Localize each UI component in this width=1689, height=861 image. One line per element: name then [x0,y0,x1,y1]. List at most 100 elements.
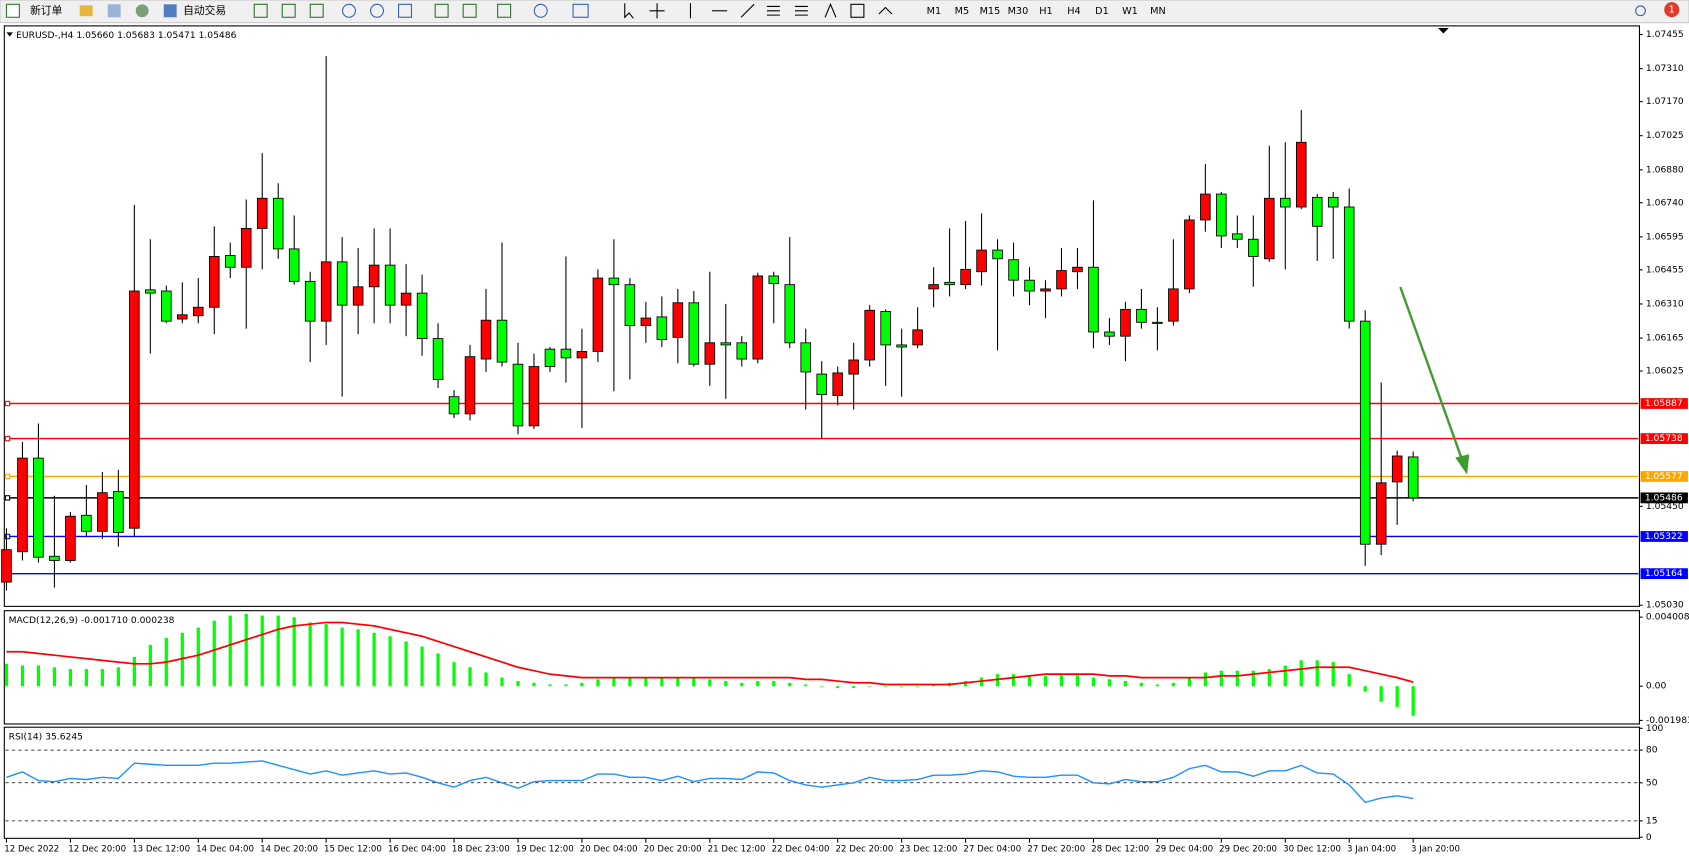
candle-body [512,363,524,427]
timeframe-button[interactable]: M30 [1008,6,1029,17]
level-label: 1.05322 [1645,531,1683,542]
macd-bar [308,622,312,687]
bar-chart-button[interactable] [253,3,268,18]
candle-body [208,255,220,308]
level-label-bg [1640,398,1688,409]
tool-icon[interactable] [79,5,93,17]
shift-button[interactable] [462,3,477,18]
candle-body [320,261,332,322]
macd-bar [1091,677,1096,687]
x-tick-label: 3 Jan 04:00 [1347,845,1396,855]
candle-body [528,366,540,427]
tile-button[interactable] [398,3,413,18]
level-label-bg [1640,531,1688,542]
candle-body [432,338,444,380]
timeframe-button[interactable]: D1 [1095,6,1109,17]
candle-body [1040,288,1051,292]
zoom-in-button[interactable] [342,3,357,18]
macd-bar [1235,670,1239,687]
candle-body [800,342,812,373]
macd-bar [212,620,216,687]
cursor-button[interactable] [624,3,634,19]
x-tick-label: 29 Dec 20:00 [1219,845,1277,855]
candle-body [864,309,875,361]
text-button[interactable] [824,2,837,18]
timeframe-button[interactable]: H1 [1039,6,1052,17]
tool-icon[interactable] [107,4,121,18]
arrows-button[interactable] [878,6,893,15]
candle-body [912,329,923,346]
candle-body [193,306,204,317]
candle-body [976,249,987,273]
candle-body [1088,266,1099,333]
macd-bar [1043,675,1048,687]
pane-menu[interactable] [6,32,13,37]
macd-bar [52,667,57,687]
y-tick-label: 15 [1646,815,1658,826]
candle-body [224,255,236,268]
timeframe-button[interactable]: W1 [1122,6,1138,17]
timeframe-button[interactable]: M5 [955,6,970,17]
auto-trading-button[interactable]: 自动交易 [183,4,226,17]
crosshair-button[interactable] [649,3,665,19]
x-tick-label: 27 Dec 20:00 [1027,845,1085,855]
new-order-icon[interactable] [5,3,20,18]
trendline-button[interactable] [740,3,755,18]
timeframe-button[interactable]: MN [1150,6,1166,17]
timeframe-button[interactable]: M1 [927,6,942,17]
macd-bar [660,677,664,687]
x-tick-label: 13 Dec 12:00 [132,845,190,855]
candle-body [1072,266,1083,273]
macd-bar [468,667,472,687]
x-tick-label: 20 Dec 20:00 [644,845,702,855]
macd-bar [916,686,920,687]
candle-chart-button[interactable] [281,3,296,18]
level-label: 1.05486 [1645,492,1683,503]
autoscroll-button[interactable] [434,3,449,18]
macd-bar [628,677,632,687]
candle-body [608,277,620,286]
candle-body [944,281,955,286]
periods-button[interactable] [533,3,548,18]
candle-body [81,514,92,532]
candle-body [17,457,28,553]
y-tick-label: 1.06880 [1646,164,1684,175]
search-button[interactable] [1635,5,1646,17]
x-tick-label: 21 Dec 12:00 [708,845,766,855]
macd-bar [324,624,328,687]
candle-body [704,342,716,365]
candle-body [336,261,348,306]
x-tick-label: 28 Dec 12:00 [1091,845,1149,855]
candle-body [480,319,492,360]
templates-button[interactable] [572,3,589,18]
candle-body [1216,193,1227,237]
candle-body [384,264,396,306]
macd-bar [1139,682,1144,687]
new-order-button[interactable]: 新订单 [30,4,63,17]
level-anchor [4,435,11,442]
timeframe-button[interactable]: M15 [980,6,1001,17]
candle-body [1407,456,1419,499]
timeframe-button[interactable]: H4 [1067,6,1080,17]
level-label: 1.05887 [1645,398,1683,409]
line-chart-button[interactable] [309,3,324,18]
x-tick-label: 23 Dec 12:00 [899,845,957,855]
zoom-out-button[interactable] [370,3,385,18]
candle-body [1343,206,1355,322]
macd-bar [1267,668,1271,687]
auto-trading-icon[interactable] [163,4,177,18]
label-button[interactable] [850,3,865,18]
candle-body [592,277,604,352]
tool-icon[interactable] [135,4,149,18]
toolbar-bg [0,0,1689,24]
fibo-button[interactable] [794,5,808,16]
candle-body [688,302,700,365]
x-tick-label: 22 Dec 20:00 [836,845,894,855]
channel-button[interactable] [766,5,780,16]
x-tick-label: 27 Dec 04:00 [963,845,1021,855]
indicators-button[interactable] [497,3,512,18]
notification-badge[interactable] [1664,2,1680,18]
level-anchor [4,533,11,540]
candle-body [1120,308,1131,337]
macd-bar [340,627,344,687]
